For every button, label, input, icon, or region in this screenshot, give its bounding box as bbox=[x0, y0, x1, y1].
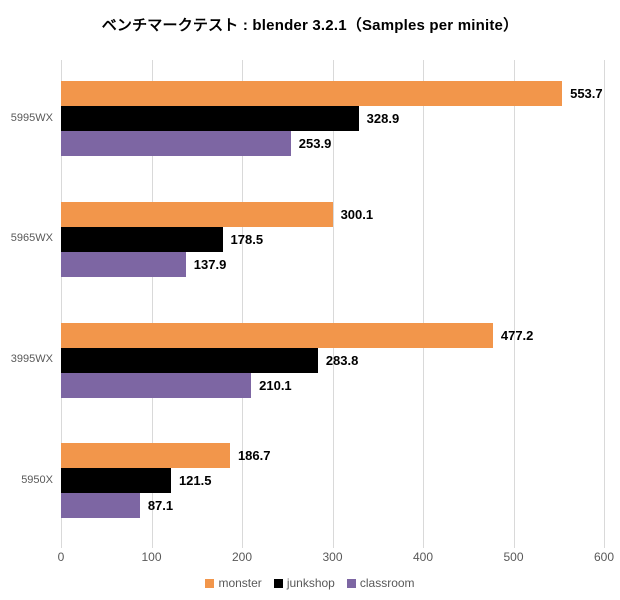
category-label-3995wx: 3995WX bbox=[10, 353, 53, 365]
category-label-5965wx: 5965WX bbox=[10, 232, 53, 245]
gridline-100 bbox=[151, 60, 153, 548]
chart-title: ベンチマークテスト : blender 3.2.1（Samples per mi… bbox=[101, 17, 519, 34]
bar-value-label: 137.9 bbox=[193, 256, 227, 272]
gridline-200 bbox=[242, 60, 243, 548]
x-tick-label-200: 200 bbox=[231, 550, 253, 564]
bar-row-junkshop-5995wx: 328.9 bbox=[61, 106, 399, 131]
bar-row-junkshop-5950x: 121.5 bbox=[61, 468, 212, 494]
gridline-400 bbox=[423, 60, 424, 548]
bar-value-label: 210.1 bbox=[259, 377, 292, 393]
x-tick-label-0: 0 bbox=[57, 550, 65, 564]
bar-row-junkshop-3995wx: 283.8 bbox=[61, 347, 359, 373]
x-tick-label-600: 600 bbox=[593, 550, 615, 564]
bar-value-label: 186.7 bbox=[237, 448, 271, 464]
bar-value-label: 553.7 bbox=[570, 86, 603, 101]
legend-label-junkshop: junkshop bbox=[286, 576, 335, 590]
gridline-0 bbox=[61, 60, 62, 548]
bar-row-classroom-5995wx: 253.9 bbox=[61, 131, 331, 156]
x-tick-label-400: 400 bbox=[412, 550, 434, 564]
bar-monster-5950x bbox=[61, 443, 230, 469]
bar-value-label: 300.1 bbox=[340, 206, 374, 222]
plot-area: 553.7 328.9 253.9 300.1 178.5 137.9 477.2 283.8… bbox=[61, 60, 605, 548]
bar-value-label: 328.9 bbox=[366, 111, 400, 126]
legend-swatch-classroom bbox=[346, 578, 356, 588]
bar-value-label: 121.5 bbox=[178, 473, 212, 489]
bar-junkshop-5950x bbox=[61, 468, 171, 494]
x-tick-label-500: 500 bbox=[503, 550, 524, 564]
legend-label-classroom: classroom bbox=[359, 576, 415, 590]
legend: monster junkshop classroom bbox=[0, 576, 620, 590]
bar-classroom-5995wx bbox=[61, 131, 291, 156]
legend-swatch-junkshop bbox=[273, 578, 283, 588]
gridline-300 bbox=[332, 60, 334, 548]
bar-classroom-3995wx bbox=[61, 372, 252, 398]
bar-row-classroom-3995wx: 210.1 bbox=[61, 372, 292, 398]
legend-label-monster: monster bbox=[218, 576, 262, 590]
bar-junkshop-3995wx bbox=[61, 347, 318, 373]
gridline-600 bbox=[604, 60, 605, 548]
bar-junkshop-5965wx bbox=[61, 226, 223, 252]
gridline-500 bbox=[513, 60, 515, 548]
x-tick-label-300: 300 bbox=[322, 550, 343, 564]
bar-monster-3995wx bbox=[61, 322, 493, 348]
legend-item-junkshop: junkshop bbox=[273, 576, 335, 590]
category-label-5950x: 5950X bbox=[21, 473, 53, 486]
bar-row-classroom-5965wx: 137.9 bbox=[61, 251, 227, 277]
category-label-5995wx: 5995WX bbox=[10, 111, 53, 124]
bar-row-monster-5995wx: 553.7 bbox=[61, 81, 603, 106]
legend-swatch-monster bbox=[205, 578, 215, 588]
x-tick-label-100: 100 bbox=[141, 550, 162, 564]
bar-junkshop-5995wx bbox=[61, 106, 359, 131]
bar-value-label: 253.9 bbox=[298, 136, 332, 151]
legend-item-classroom: classroom bbox=[346, 576, 415, 590]
bar-monster-5965wx bbox=[61, 201, 333, 227]
bar-row-junkshop-5965wx: 178.5 bbox=[61, 226, 264, 252]
bar-value-label: 477.2 bbox=[500, 327, 534, 343]
bar-classroom-5950x bbox=[61, 493, 140, 519]
bar-row-monster-5950x: 186.7 bbox=[61, 443, 271, 469]
bar-value-label: 283.8 bbox=[325, 352, 359, 368]
legend-item-monster: monster bbox=[205, 576, 262, 590]
bar-row-classroom-5950x: 87.1 bbox=[61, 493, 174, 519]
bar-row-monster-5965wx: 300.1 bbox=[61, 201, 374, 227]
bar-value-label: 87.1 bbox=[147, 498, 174, 514]
bar-row-monster-3995wx: 477.2 bbox=[61, 322, 534, 348]
bar-monster-5995wx bbox=[61, 81, 563, 106]
bar-value-label: 178.5 bbox=[230, 231, 264, 247]
bar-classroom-5965wx bbox=[61, 251, 186, 277]
